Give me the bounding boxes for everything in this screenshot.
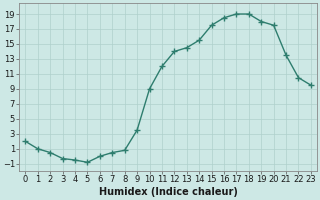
X-axis label: Humidex (Indice chaleur): Humidex (Indice chaleur) <box>99 187 237 197</box>
